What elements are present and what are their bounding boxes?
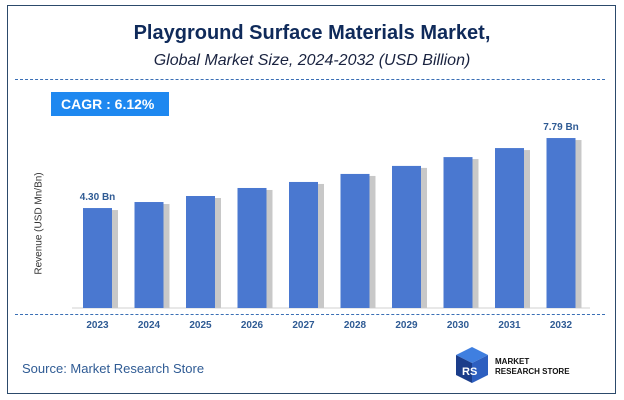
x-tick-label: 2031 <box>498 320 521 331</box>
bar-2028 <box>340 173 370 308</box>
x-tick-label: 2032 <box>550 320 573 331</box>
bar-2023 <box>83 208 112 308</box>
bar-shadow <box>369 175 376 308</box>
x-tick-label: 2025 <box>189 320 212 331</box>
chart-title: Playground Surface Materials Market, <box>133 22 491 44</box>
data-label: 4.30 Bn <box>80 192 116 203</box>
bar-shadow <box>266 189 273 308</box>
divider <box>15 79 605 80</box>
bar-2024 <box>134 202 164 308</box>
logo-text: MARKET RESEARCH STORE <box>495 357 570 377</box>
x-tick-label: 2026 <box>241 320 264 331</box>
x-tick-label: 2030 <box>447 320 470 331</box>
bar-shadow <box>524 150 530 308</box>
x-tick-label: 2024 <box>138 320 161 331</box>
x-tick-label: 2028 <box>344 320 367 331</box>
bar-shadow <box>472 159 479 308</box>
chart-subtitle: Global Market Size, 2024-2032 (USD Billi… <box>153 52 471 69</box>
bar-2032 <box>546 138 576 308</box>
chart-frame <box>7 5 616 394</box>
bar-2026 <box>237 187 267 308</box>
bar-shadow <box>575 140 582 308</box>
x-tick-label: 2023 <box>86 320 109 331</box>
bar-shadow <box>421 167 427 308</box>
x-tick-label: 2029 <box>395 320 418 331</box>
data-label: 7.79 Bn <box>543 122 579 133</box>
bar-2031 <box>495 148 524 308</box>
bar-2029 <box>392 165 421 308</box>
x-tick-label: 2027 <box>292 320 315 331</box>
bar-shadow <box>215 198 221 308</box>
bar-2025 <box>186 196 215 308</box>
market-research-store-logo-icon: RS <box>456 347 488 383</box>
bar-2030 <box>443 157 473 308</box>
source-text: Source: Market Research Store <box>22 361 205 376</box>
bar-shadow <box>163 204 170 308</box>
bar-shadow <box>318 183 324 308</box>
logo-line1: MARKET <box>495 357 530 366</box>
bar-shadow <box>112 210 118 308</box>
svg-text:RS: RS <box>462 366 477 378</box>
bar-2027 <box>289 181 318 308</box>
cagr-badge: CAGR : 6.12% <box>51 92 169 116</box>
logo-line2: RESEARCH STORE <box>495 367 570 376</box>
x-axis-divider <box>15 314 605 315</box>
